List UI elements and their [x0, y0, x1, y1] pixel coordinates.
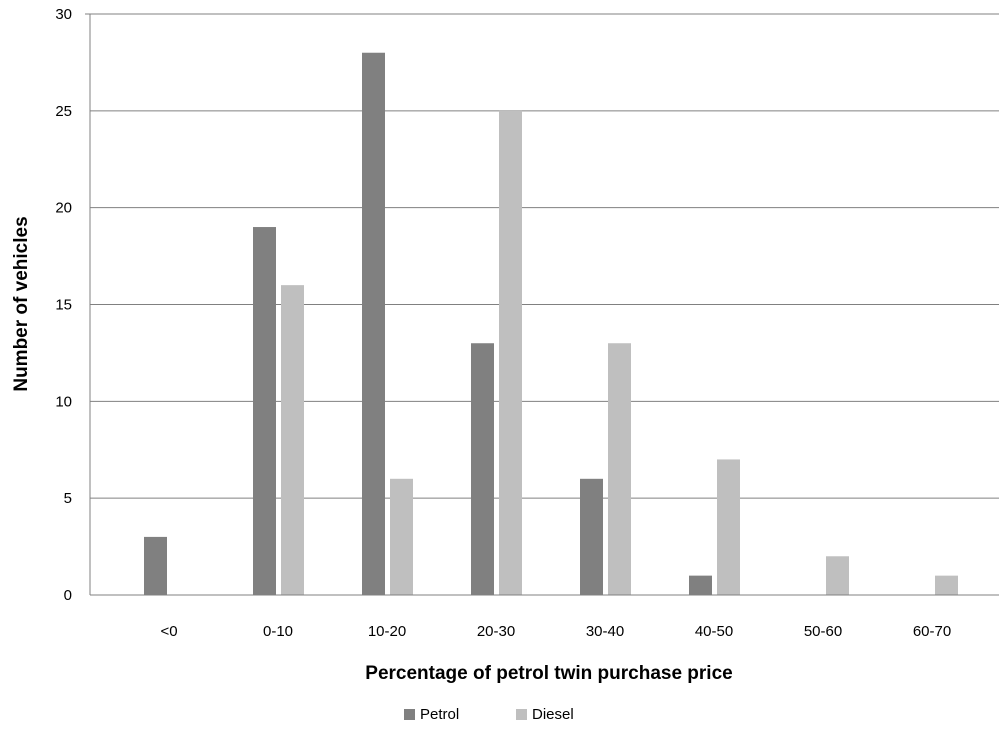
y-tick-label: 20 — [55, 200, 72, 217]
bar-petrol — [471, 343, 494, 595]
bar-petrol — [689, 575, 712, 595]
x-tick-labels: <0 0-10 10-20 20-30 30-40 40-50 50-60 60-70 — [160, 623, 951, 640]
x-tick-label: 40-50 — [695, 623, 733, 640]
bar-petrol — [362, 52, 385, 595]
y-tick-label: 0 — [64, 587, 72, 604]
bars — [144, 52, 958, 596]
x-tick-label: 60-70 — [913, 623, 951, 640]
legend-swatch-petrol — [404, 709, 415, 720]
y-tick-label: 15 — [55, 297, 72, 314]
legend-label-diesel: Diesel — [532, 706, 574, 723]
x-tick-label: 20-30 — [477, 623, 515, 640]
legend-swatch-diesel — [516, 709, 527, 720]
gridlines — [90, 13, 999, 499]
bar-diesel — [499, 110, 522, 595]
x-tick-label: 10-20 — [368, 623, 406, 640]
x-tick-label: <0 — [160, 623, 177, 640]
bar-diesel — [608, 343, 631, 595]
bar-diesel — [717, 459, 740, 595]
y-tick-label: 10 — [55, 393, 72, 410]
bar-diesel — [281, 285, 304, 595]
x-tick-label: 0-10 — [263, 623, 293, 640]
x-tick-label: 50-60 — [804, 623, 842, 640]
legend: Petrol Diesel — [404, 706, 574, 723]
x-axis-title: Percentage of petrol twin purchase price — [365, 663, 732, 684]
bar-diesel — [826, 556, 849, 595]
axes — [85, 13, 999, 596]
bar-petrol — [253, 227, 276, 596]
bar-petrol — [144, 536, 167, 595]
y-tick-labels: 0 5 10 15 20 25 30 — [55, 6, 72, 604]
bar-diesel — [390, 478, 413, 595]
y-axis-title: Number of vehicles — [11, 216, 32, 391]
legend-label-petrol: Petrol — [420, 706, 459, 723]
y-tick-label: 25 — [55, 103, 72, 120]
y-tick-label: 30 — [55, 6, 72, 23]
bar-diesel — [935, 575, 958, 595]
y-tick-label: 5 — [64, 490, 72, 507]
x-tick-label: 30-40 — [586, 623, 624, 640]
bar-petrol — [580, 478, 603, 595]
